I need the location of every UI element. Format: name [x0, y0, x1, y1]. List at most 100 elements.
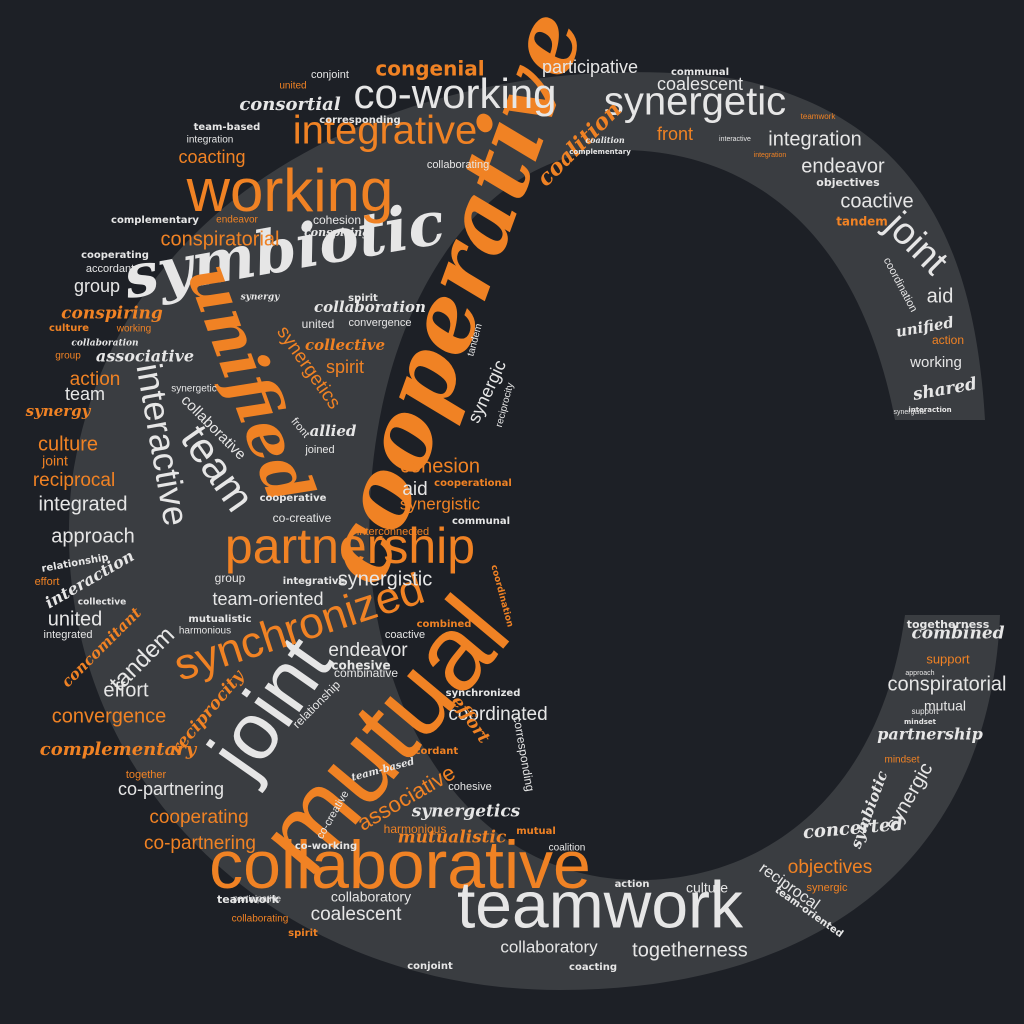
word-139: collaboratory	[500, 937, 598, 956]
word-96: integrative	[283, 576, 346, 587]
word-138: participative	[233, 893, 281, 903]
word-154: synergic	[807, 882, 848, 894]
word-129: coalition	[549, 843, 586, 854]
word-133: teamwork	[217, 893, 280, 906]
word-107: effort	[103, 679, 149, 701]
word-163: interactive	[719, 136, 751, 143]
word-136: collaborating	[232, 914, 289, 925]
word-102: combined	[417, 619, 472, 630]
word-46: cooperating	[81, 250, 149, 261]
word-5: working	[186, 157, 394, 224]
word-119: accordant	[402, 746, 458, 757]
word-16: congenial	[375, 57, 484, 81]
word-86: cooperational	[434, 478, 512, 489]
word-36: conjoint	[311, 69, 349, 81]
word-124: synergetics	[411, 802, 521, 822]
letter-c-shape	[68, 72, 1000, 990]
word-132: culture	[686, 880, 728, 896]
word-41: collaborating	[427, 159, 489, 171]
word-40: integration	[187, 135, 234, 146]
word-62: spirit	[326, 357, 364, 377]
word-81: allied	[310, 422, 357, 440]
word-145: support	[926, 651, 970, 666]
word-18: coalescent	[657, 74, 743, 94]
word-117: cooperating	[149, 807, 248, 828]
word-42: complementary	[111, 215, 199, 226]
word-54: synergy	[241, 293, 281, 303]
word-25: coactive	[840, 190, 913, 212]
word-45: conspiring	[304, 226, 370, 239]
word-35: coacting	[178, 147, 245, 167]
word-128: co-working	[295, 841, 357, 852]
word-38: corresponding	[319, 115, 400, 126]
word-19: communal	[671, 67, 729, 78]
word-49: conspiring	[61, 304, 163, 324]
word-11: co-working	[353, 70, 556, 117]
word-66: synergy	[26, 402, 92, 420]
word-77: integrated	[44, 629, 93, 641]
word-71: approach	[51, 525, 134, 547]
word-37: united	[279, 81, 306, 92]
word-123: cohesive	[448, 781, 491, 793]
word-159: support	[912, 707, 939, 716]
word-64: action	[70, 369, 121, 390]
word-162: teamwork	[801, 112, 837, 121]
word-140: togetherness	[632, 939, 748, 961]
word-101: coactive	[385, 629, 425, 641]
word-165: coalition	[585, 135, 625, 145]
word-100: harmonious	[179, 626, 231, 637]
word-90: communal	[452, 516, 510, 527]
word-80: joined	[304, 444, 334, 456]
word-161: interaction	[908, 406, 951, 414]
word-166: complementary	[569, 148, 631, 156]
word-144: combined	[911, 624, 1004, 644]
word-141: conjoint	[407, 961, 453, 972]
word-67: culture	[38, 433, 98, 455]
word-157: approach	[905, 670, 934, 677]
word-55: culture	[49, 323, 89, 334]
word-51: spirit	[348, 293, 378, 304]
word-94: synergistic	[338, 568, 432, 590]
word-21: integration	[768, 128, 861, 150]
word-135: coalescent	[311, 904, 403, 925]
word-22: front	[657, 124, 693, 144]
word-127: mutual	[516, 826, 556, 837]
word-134: collaboratory	[331, 889, 411, 905]
word-85: synergistic	[400, 494, 481, 513]
word-105: cohesive	[331, 659, 390, 673]
word-106: combinative	[334, 666, 398, 680]
word-108: convergence	[52, 705, 167, 727]
word-73: effort	[35, 576, 60, 588]
word-95: group	[215, 571, 246, 585]
word-group: cooperativesymbioticmutualcollaborativet…	[26, 0, 1007, 973]
word-13: integrative	[293, 109, 478, 153]
word-152: objectives	[788, 857, 873, 878]
word-114: complementary	[40, 739, 198, 760]
word-48: group	[74, 276, 120, 296]
word-44: cohesion	[313, 213, 361, 227]
word-160: synergistic	[893, 409, 927, 416]
word-148: partnership	[877, 725, 983, 744]
word-31: action	[932, 333, 964, 347]
word-34: conspiratorial	[161, 228, 280, 250]
word-111: synchronized	[446, 688, 521, 699]
word-112: coordinated	[448, 704, 547, 725]
word-50: collaboration	[314, 298, 426, 316]
word-12: synergetic	[604, 80, 786, 124]
word-75: collective	[78, 598, 127, 608]
word-23: endeavor	[801, 155, 885, 177]
word-29: aid	[927, 285, 954, 307]
word-47: accordant	[86, 263, 134, 275]
word-63: synergetic	[171, 384, 217, 395]
word-17: participative	[542, 57, 638, 77]
word-99: mutualistic	[188, 614, 251, 625]
word-57: collaboration	[71, 339, 138, 349]
word-115: together	[126, 769, 167, 781]
word-149: mindset	[884, 755, 919, 766]
word-164: integration	[754, 152, 787, 159]
word-125: mutualistic	[398, 828, 507, 848]
word-146: conspiratorial	[888, 673, 1007, 695]
word-53: convergence	[349, 317, 412, 329]
word-39: team-based	[194, 122, 261, 133]
word-52: united	[302, 317, 335, 331]
